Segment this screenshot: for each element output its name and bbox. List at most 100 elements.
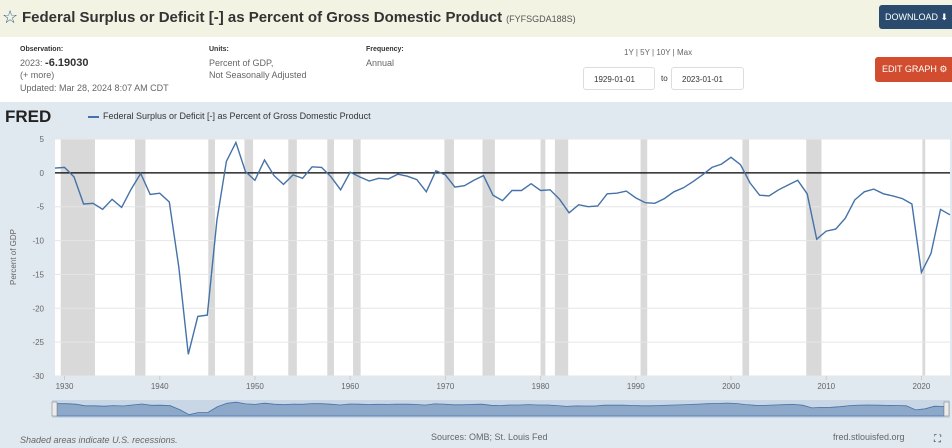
data-point[interactable] xyxy=(920,271,923,274)
download-button[interactable]: DOWNLOAD ⬇ xyxy=(879,5,952,29)
data-point[interactable] xyxy=(453,185,456,188)
more-link[interactable]: (+ more) xyxy=(20,70,55,80)
data-point[interactable] xyxy=(739,163,742,166)
navigator-handle-right[interactable] xyxy=(943,401,950,417)
data-point[interactable] xyxy=(415,178,418,181)
data-point[interactable] xyxy=(644,201,647,204)
data-point[interactable] xyxy=(463,184,466,187)
data-point[interactable] xyxy=(520,189,523,192)
data-point[interactable] xyxy=(215,219,218,222)
data-point[interactable] xyxy=(606,192,609,195)
data-point[interactable] xyxy=(111,198,114,201)
data-point[interactable] xyxy=(568,211,571,214)
data-point[interactable] xyxy=(377,177,380,180)
data-point[interactable] xyxy=(577,203,580,206)
data-point[interactable] xyxy=(177,265,180,268)
data-point[interactable] xyxy=(396,173,399,176)
data-point[interactable] xyxy=(682,186,685,189)
data-point[interactable] xyxy=(282,183,285,186)
data-point[interactable] xyxy=(558,198,561,201)
data-point[interactable] xyxy=(882,192,885,195)
data-point[interactable] xyxy=(253,179,256,182)
period-max[interactable]: Max xyxy=(676,48,693,57)
data-point[interactable] xyxy=(349,171,352,174)
data-point[interactable] xyxy=(929,252,932,255)
data-point[interactable] xyxy=(53,167,56,170)
data-point[interactable] xyxy=(815,238,818,241)
data-point[interactable] xyxy=(139,172,142,175)
data-point[interactable] xyxy=(501,199,504,202)
data-point[interactable] xyxy=(225,160,228,163)
data-point[interactable] xyxy=(901,197,904,200)
data-point[interactable] xyxy=(729,156,732,159)
data-point[interactable] xyxy=(625,190,628,193)
data-point[interactable] xyxy=(748,181,751,184)
data-point[interactable] xyxy=(82,202,85,205)
data-point[interactable] xyxy=(663,197,666,200)
data-point[interactable] xyxy=(120,206,123,209)
data-point[interactable] xyxy=(482,174,485,177)
data-point[interactable] xyxy=(244,170,247,173)
period-10y[interactable]: 10Y xyxy=(656,48,671,57)
data-point[interactable] xyxy=(320,166,323,169)
data-point[interactable] xyxy=(720,162,723,165)
data-point[interactable] xyxy=(806,192,809,195)
start-date-input[interactable]: 1929-01-01 xyxy=(583,67,655,90)
data-point[interactable] xyxy=(539,189,542,192)
data-point[interactable] xyxy=(796,179,799,182)
data-point[interactable] xyxy=(910,202,913,205)
data-point[interactable] xyxy=(158,192,161,195)
data-point[interactable] xyxy=(310,165,313,168)
data-point[interactable] xyxy=(596,204,599,207)
data-point[interactable] xyxy=(834,227,837,230)
data-point[interactable] xyxy=(529,182,532,185)
data-point[interactable] xyxy=(710,166,713,169)
data-point[interactable] xyxy=(72,175,75,178)
data-point[interactable] xyxy=(863,190,866,193)
data-point[interactable] xyxy=(853,198,856,201)
data-point[interactable] xyxy=(339,188,342,191)
data-point[interactable] xyxy=(358,175,361,178)
navigator-handle-left[interactable] xyxy=(51,401,58,417)
data-point[interactable] xyxy=(672,190,675,193)
data-point[interactable] xyxy=(891,194,894,197)
data-point[interactable] xyxy=(291,173,294,176)
site-link[interactable]: fred.stlouisfed.org xyxy=(833,432,905,442)
data-point[interactable] xyxy=(472,179,475,182)
data-point[interactable] xyxy=(948,213,951,216)
end-date-input[interactable]: 2023-01-01 xyxy=(671,67,744,90)
data-point[interactable] xyxy=(491,194,494,197)
data-point[interactable] xyxy=(444,173,447,176)
data-point[interactable] xyxy=(91,202,94,205)
data-point[interactable] xyxy=(330,175,333,178)
data-point[interactable] xyxy=(844,217,847,220)
data-point[interactable] xyxy=(263,158,266,161)
data-point[interactable] xyxy=(634,196,637,199)
data-point[interactable] xyxy=(549,188,552,191)
data-point[interactable] xyxy=(63,166,66,169)
data-point[interactable] xyxy=(187,353,190,356)
fullscreen-icon[interactable]: ⛶ xyxy=(934,434,941,445)
data-point[interactable] xyxy=(872,188,875,191)
data-point[interactable] xyxy=(777,188,780,191)
data-point[interactable] xyxy=(101,208,104,211)
data-point[interactable] xyxy=(767,194,770,197)
data-point[interactable] xyxy=(758,194,761,197)
data-point[interactable] xyxy=(615,192,618,195)
star-icon[interactable]: ☆ xyxy=(2,7,19,27)
data-point[interactable] xyxy=(206,313,209,316)
data-point[interactable] xyxy=(234,141,237,144)
data-point[interactable] xyxy=(301,177,304,180)
data-point[interactable] xyxy=(653,202,656,205)
data-point[interactable] xyxy=(425,190,428,193)
data-point[interactable] xyxy=(406,175,409,178)
edit-graph-button[interactable]: EDIT GRAPH ⚙ xyxy=(875,57,952,82)
data-point[interactable] xyxy=(130,188,133,191)
data-point[interactable] xyxy=(939,208,942,211)
data-point[interactable] xyxy=(691,180,694,183)
data-point[interactable] xyxy=(387,177,390,180)
data-point[interactable] xyxy=(272,174,275,177)
data-point[interactable] xyxy=(825,229,828,232)
data-point[interactable] xyxy=(196,315,199,318)
data-point[interactable] xyxy=(787,183,790,186)
